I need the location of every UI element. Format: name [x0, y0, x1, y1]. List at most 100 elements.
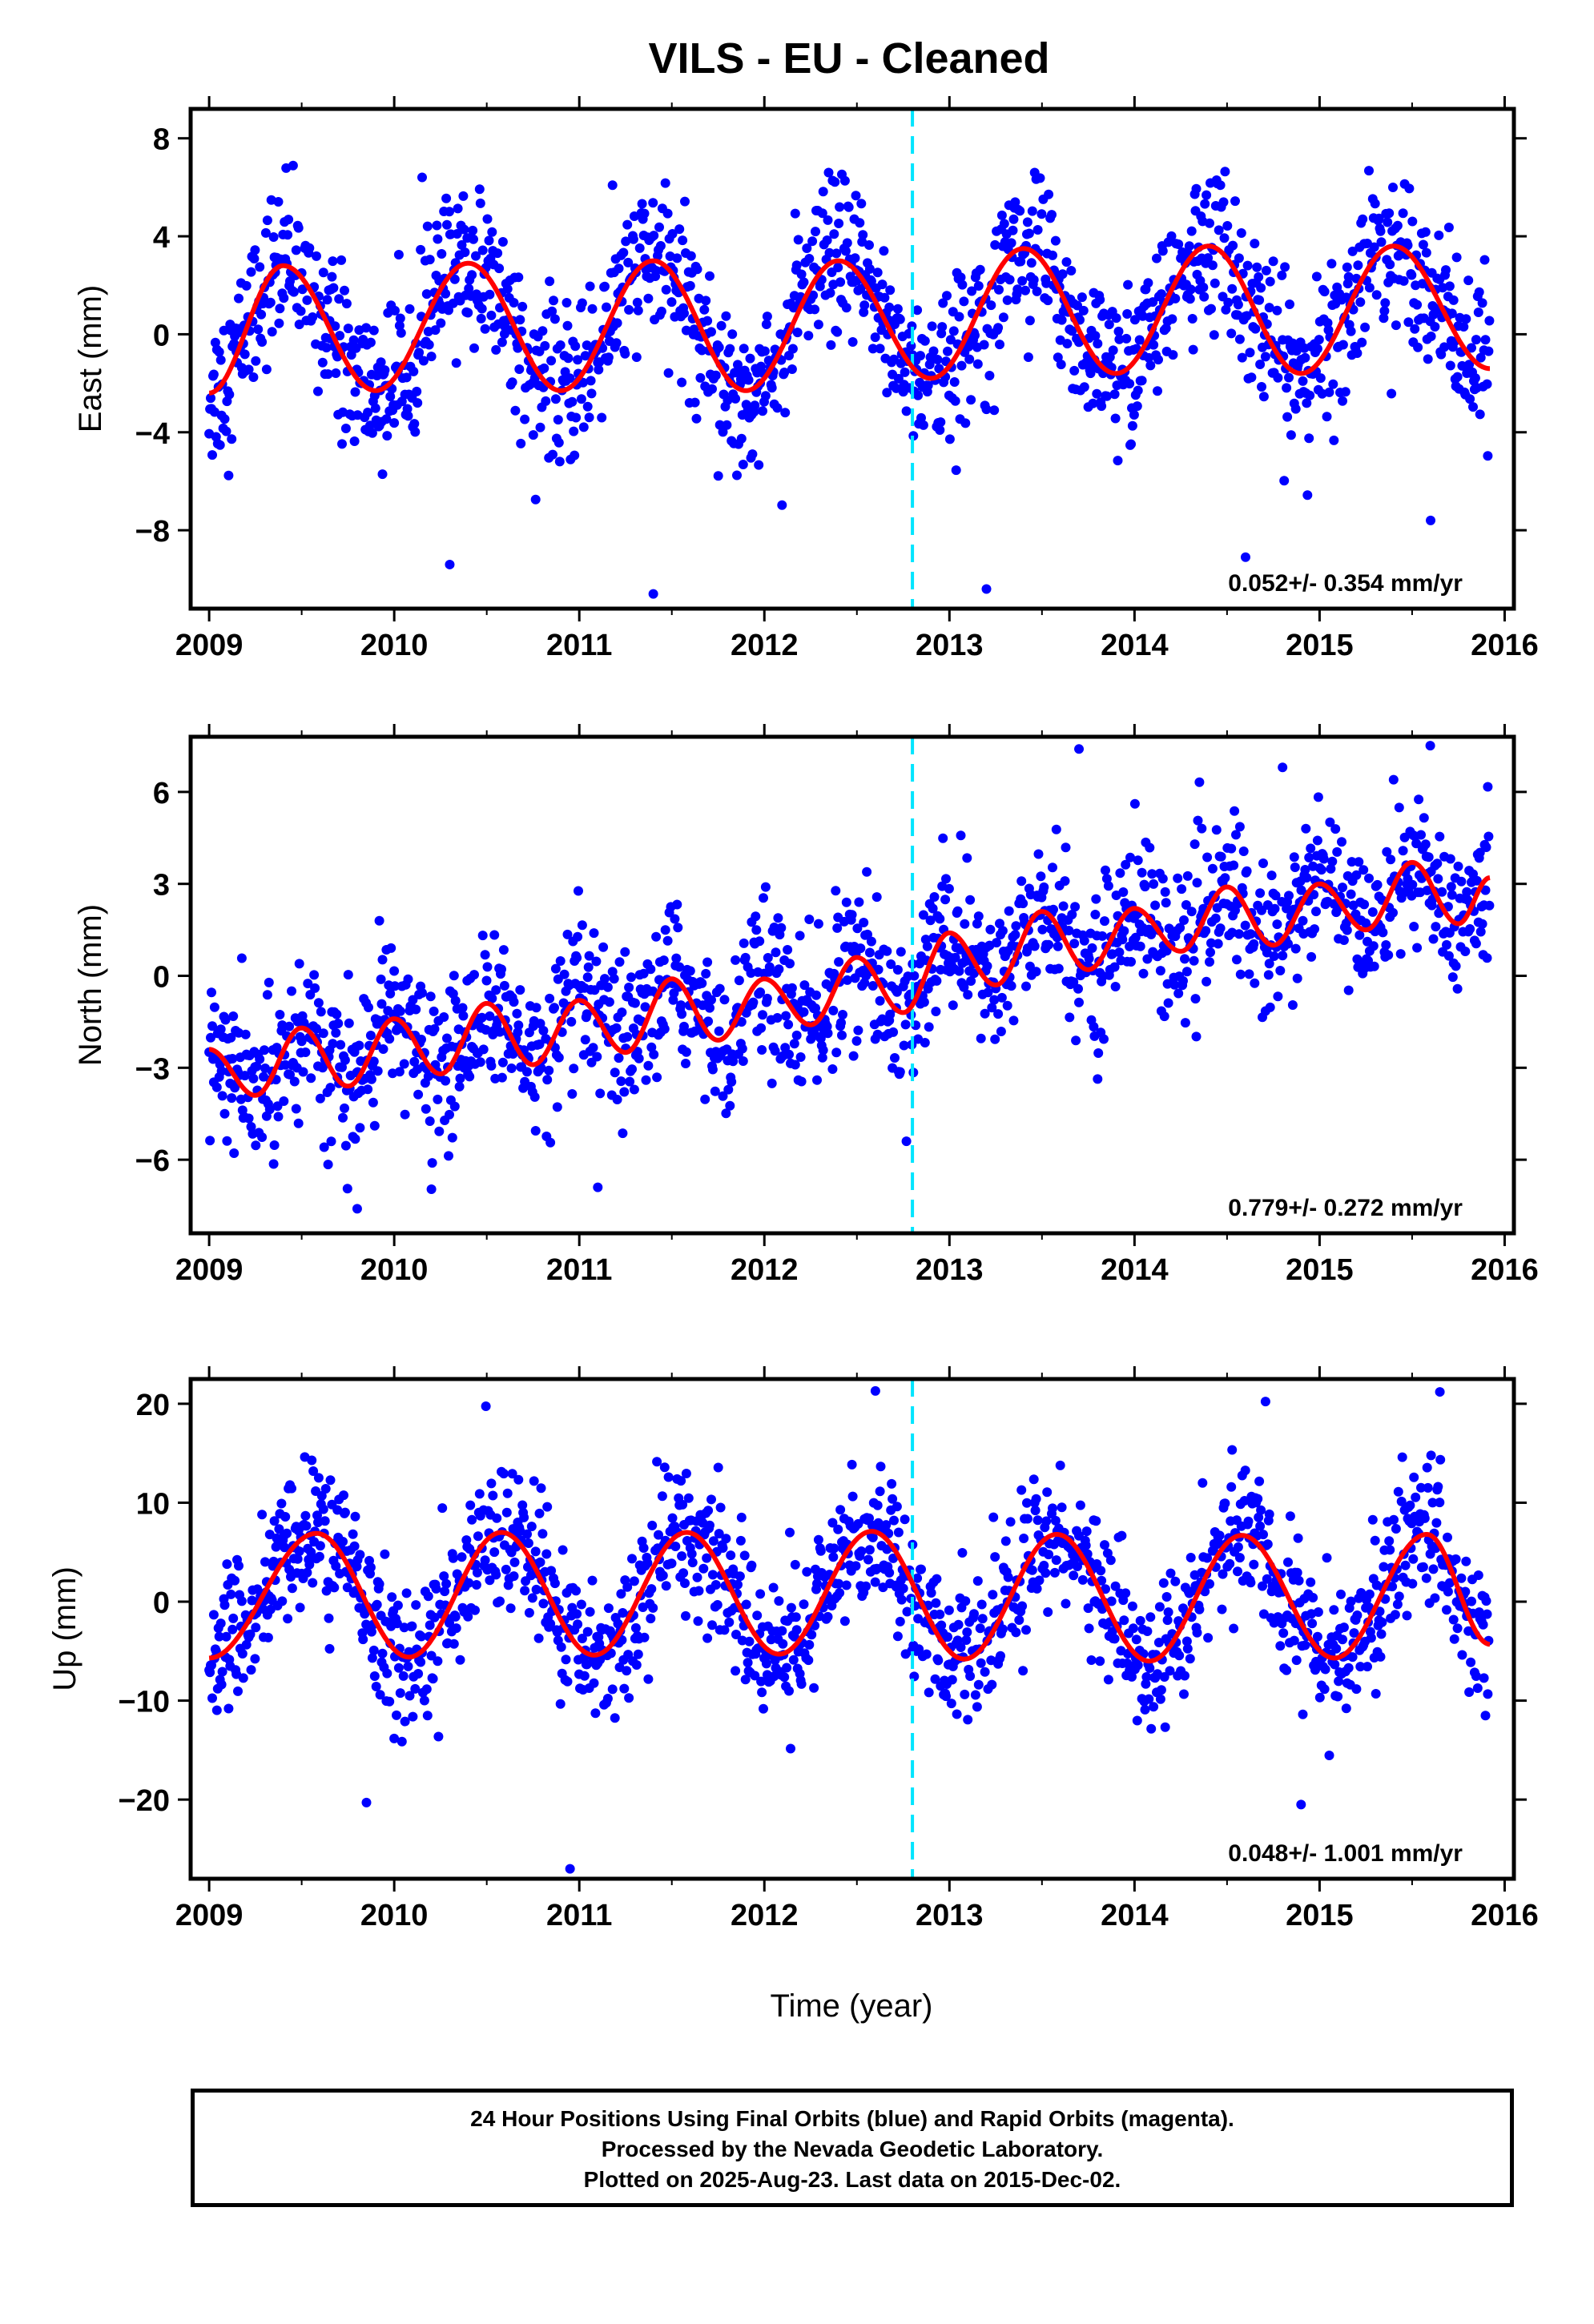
data-point [1375, 226, 1386, 236]
data-point [648, 1602, 658, 1613]
data-point [1422, 1462, 1432, 1473]
data-point [1205, 957, 1214, 967]
data-point [1481, 1596, 1491, 1606]
data-point [1129, 315, 1140, 325]
data-point [990, 1552, 1000, 1562]
data-point [268, 232, 279, 242]
data-point [279, 293, 289, 304]
data-point [522, 1529, 532, 1539]
data-point [776, 923, 787, 933]
data-point [706, 1494, 716, 1505]
data-point [226, 1589, 236, 1599]
data-point [1398, 846, 1408, 856]
data-point [210, 337, 220, 348]
data-point [1269, 951, 1279, 961]
data-point [229, 1148, 240, 1158]
data-point [737, 1043, 747, 1054]
data-point [1190, 994, 1201, 1004]
data-point [870, 1577, 880, 1587]
data-point [455, 1073, 465, 1084]
data-point [1385, 259, 1395, 270]
data-point [1234, 1553, 1245, 1563]
data-point [1318, 854, 1329, 864]
y-tick-label: 0 [153, 319, 170, 352]
data-point [1384, 208, 1395, 219]
data-point [950, 952, 960, 963]
data-point [1214, 225, 1224, 235]
data-point [557, 1545, 568, 1555]
data-point [1254, 271, 1264, 282]
data-point [840, 246, 851, 256]
data-point [1342, 925, 1352, 935]
data-point [481, 1401, 491, 1411]
data-point [835, 1588, 845, 1598]
data-point [1253, 1494, 1263, 1504]
data-point [1192, 1627, 1202, 1638]
data-point [1313, 792, 1323, 802]
data-point [447, 1132, 457, 1143]
data-point [725, 1100, 735, 1111]
data-point [227, 434, 237, 444]
data-point [407, 1621, 417, 1631]
data-point [1006, 238, 1016, 248]
data-point [1006, 981, 1016, 991]
data-point [1461, 314, 1471, 324]
data-point [815, 1033, 826, 1043]
data-point [1097, 401, 1107, 412]
data-point [1278, 762, 1288, 773]
data-point [1225, 1558, 1235, 1569]
data-point [802, 1566, 812, 1577]
data-point [602, 982, 613, 992]
data-point [862, 866, 872, 877]
data-point [1026, 258, 1037, 268]
data-point [1163, 1607, 1173, 1618]
data-point [238, 1673, 248, 1683]
data-point [1140, 1704, 1150, 1715]
data-point [386, 943, 396, 953]
data-point [592, 1051, 602, 1062]
data-point [495, 1027, 505, 1037]
data-point [721, 1534, 731, 1544]
data-point [1238, 846, 1249, 856]
data-point [1132, 1715, 1142, 1726]
data-point [1146, 1723, 1157, 1734]
data-point [875, 344, 885, 354]
data-point [841, 897, 851, 907]
data-point [595, 1088, 606, 1099]
data-point [1066, 266, 1077, 275]
data-point [411, 1600, 421, 1610]
data-point [1409, 1472, 1419, 1482]
data-point [1473, 1570, 1483, 1580]
data-point [246, 267, 256, 277]
data-point [1282, 412, 1293, 422]
data-point [1272, 919, 1282, 930]
data-point [517, 301, 528, 312]
data-point [598, 942, 609, 952]
data-point [626, 972, 636, 983]
data-point [241, 1639, 252, 1650]
data-point [960, 1596, 971, 1606]
data-point [1301, 823, 1311, 834]
data-point [1435, 1454, 1446, 1465]
data-point [376, 999, 387, 1009]
data-point [707, 384, 717, 394]
data-point [1137, 376, 1147, 386]
data-point [1437, 887, 1447, 897]
data-point [747, 1560, 757, 1570]
data-point [1173, 239, 1184, 249]
data-point [577, 1634, 587, 1643]
data-point [1483, 782, 1493, 792]
data-point [909, 971, 920, 981]
data-point [972, 1576, 983, 1586]
data-point [1430, 1593, 1440, 1603]
data-point [895, 1067, 905, 1077]
data-point [403, 411, 413, 421]
data-point [643, 293, 654, 304]
data-point [566, 1016, 577, 1027]
data-point [597, 412, 607, 423]
data-point [316, 1007, 326, 1017]
data-point [948, 326, 959, 336]
data-point [1421, 1573, 1431, 1583]
data-point [1147, 869, 1157, 879]
data-point [1093, 1048, 1104, 1058]
